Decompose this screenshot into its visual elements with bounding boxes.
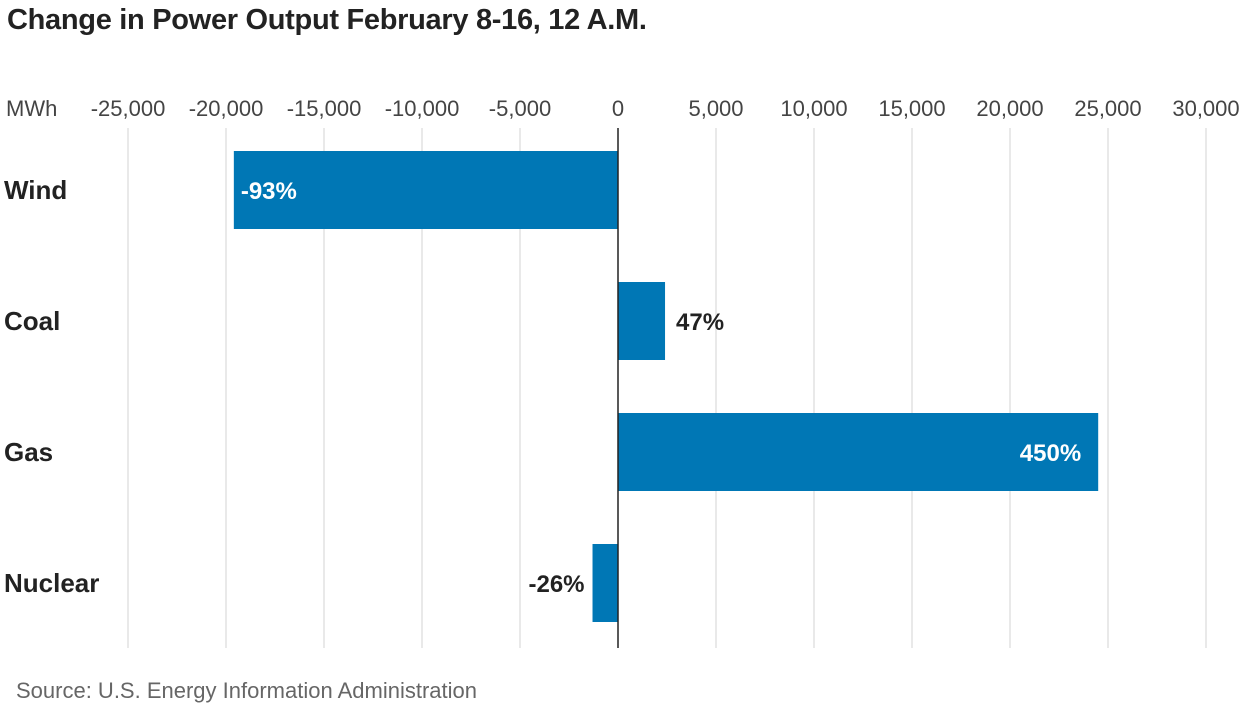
x-tick-label: 0 bbox=[612, 96, 624, 121]
category-label: Nuclear bbox=[4, 568, 99, 598]
x-tick-label: -20,000 bbox=[189, 96, 264, 121]
x-tick-label: 25,000 bbox=[1074, 96, 1141, 121]
category-labels: Wind Coal Gas Nuclear bbox=[4, 175, 99, 598]
x-axis-unit-label: MWh bbox=[6, 96, 57, 121]
bar-nuclear bbox=[592, 544, 618, 622]
data-label: -26% bbox=[528, 571, 584, 598]
data-labels: -93% 47% 450% -26% bbox=[241, 178, 1081, 598]
data-label: 450% bbox=[1020, 440, 1081, 467]
category-label: Coal bbox=[4, 306, 60, 336]
data-label: -93% bbox=[241, 178, 297, 205]
x-tick-label: -10,000 bbox=[385, 96, 460, 121]
category-label: Gas bbox=[4, 437, 53, 467]
bar-wind bbox=[233, 151, 618, 229]
bars bbox=[233, 151, 1099, 622]
x-axis-tick-labels: MWh -25,000 -20,000 -15,000 -10,000 -5,000 0 5… bbox=[6, 96, 1240, 121]
data-label: 47% bbox=[676, 309, 724, 336]
chart-title: Change in Power Output February 8-16, 12… bbox=[7, 4, 647, 36]
bar-coal bbox=[618, 282, 666, 360]
bar-gas bbox=[618, 413, 1099, 491]
x-tick-label: 5,000 bbox=[688, 96, 743, 121]
x-tick-label: 10,000 bbox=[780, 96, 847, 121]
x-tick-label: -15,000 bbox=[287, 96, 362, 121]
category-label: Wind bbox=[4, 175, 67, 205]
x-tick-label: -25,000 bbox=[91, 96, 166, 121]
x-tick-label: 30,000 bbox=[1172, 96, 1239, 121]
source-note: Source: U.S. Energy Information Administ… bbox=[16, 678, 477, 703]
x-tick-label: 20,000 bbox=[976, 96, 1043, 121]
x-tick-label: 15,000 bbox=[878, 96, 945, 121]
x-tick-label: -5,000 bbox=[489, 96, 551, 121]
